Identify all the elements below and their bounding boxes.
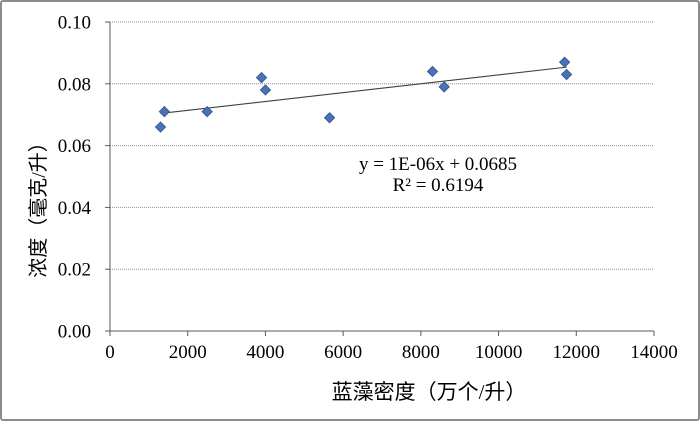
x-tick-label: 2000 xyxy=(169,342,207,363)
data-point xyxy=(426,65,439,78)
y-tick-label: 0.06 xyxy=(58,136,91,157)
data-point xyxy=(154,121,167,133)
trendline-annotation: y = 1E-06x + 0.0685 R² = 0.6194 xyxy=(288,154,588,196)
x-axis-title: 蓝藻密度（万个/升） xyxy=(331,380,527,404)
y-tick-label: 0.10 xyxy=(58,13,91,34)
x-tick-label: 6000 xyxy=(324,342,362,363)
x-tick-label: 10000 xyxy=(475,342,523,363)
y-tick-label: 0.00 xyxy=(58,322,91,343)
data-point xyxy=(323,112,336,124)
trendline-equation: y = 1E-06x + 0.0685 xyxy=(358,154,518,175)
trendline xyxy=(160,66,567,115)
y-axis-title: 浓度（毫克/升） xyxy=(28,132,50,278)
data-point xyxy=(255,71,268,84)
x-tick-label: 14000 xyxy=(630,342,678,363)
data-point xyxy=(438,81,450,93)
trendline-r-squared: R² = 0.6194 xyxy=(392,175,484,196)
x-tick-label: 12000 xyxy=(553,342,601,363)
y-tick-label: 0.04 xyxy=(58,198,92,219)
x-tick-label: 0 xyxy=(105,342,115,363)
data-point xyxy=(558,56,571,68)
y-tick-label: 0.02 xyxy=(58,260,91,281)
x-tick-label: 4000 xyxy=(246,342,284,363)
data-point xyxy=(158,105,171,118)
data-point xyxy=(259,84,272,96)
data-point xyxy=(201,105,213,118)
data-point xyxy=(560,68,573,81)
x-tick-label: 8000 xyxy=(402,342,440,363)
y-tick-label: 0.08 xyxy=(58,74,91,95)
